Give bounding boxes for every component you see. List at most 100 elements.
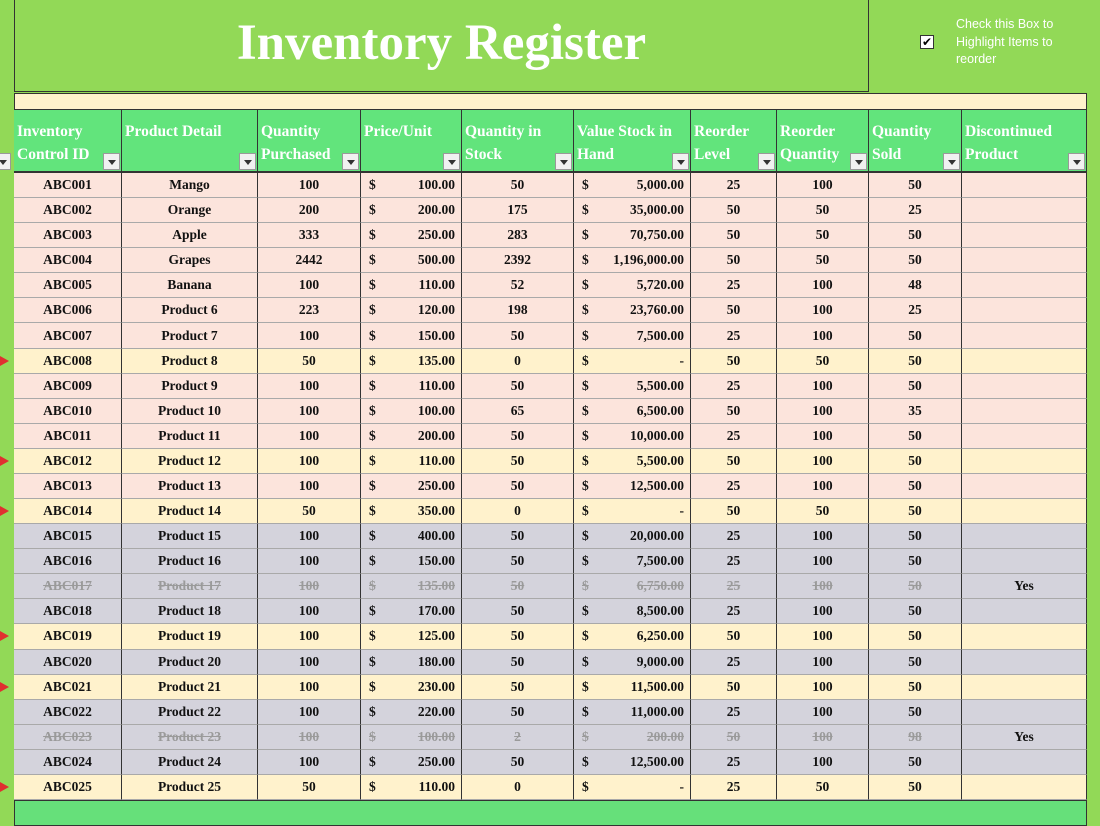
currency-symbol: $ [582,653,589,669]
reorder-marker [0,781,9,792]
amount: 5,500.00 [636,452,684,468]
table-cell: 2442 [258,248,361,274]
table-cell: Product 12 [122,448,258,474]
table-cell: 50 [462,549,574,575]
currency-symbol: $ [582,352,589,368]
filter-button[interactable] [758,153,775,170]
table-cell: 175 [462,198,574,224]
table-cell: ABC004 [14,248,122,274]
table-cell: ABC018 [14,599,122,625]
table-cell: $125.00 [361,624,462,650]
currency-symbol: $ [369,477,376,493]
filter-button[interactable] [555,153,572,170]
table-cell: 100 [777,298,869,324]
table-cell: 50 [691,248,777,274]
currency-symbol: $ [582,477,589,493]
amount: 170.00 [417,603,455,619]
currency-symbol: $ [369,753,376,769]
filter-button[interactable] [239,153,256,170]
table-cell: Yes [962,724,1087,750]
table-cell: $135.00 [361,574,462,600]
currency-symbol: $ [369,377,376,393]
table-cell: 283 [462,223,574,249]
table-cell: 100 [258,649,361,675]
table-cell: 50 [777,499,869,525]
table-cell: 100 [258,599,361,625]
table-cell: $100.00 [361,173,462,199]
amount: 180.00 [417,653,455,669]
table-cell: 200 [258,198,361,224]
table-cell: 25 [691,273,777,299]
table-cell: Mango [122,173,258,199]
table-cell: ABC016 [14,549,122,575]
table-cell: 50 [869,574,962,600]
filter-button[interactable] [0,153,11,170]
table-cell: ABC006 [14,298,122,324]
table-cell: 50 [869,448,962,474]
table-cell: $6,500.00 [574,398,691,424]
table-cell: $180.00 [361,649,462,675]
filter-button[interactable] [342,153,359,170]
amount: 110.00 [418,452,455,468]
table-cell: $110.00 [361,448,462,474]
table-cell: Product 11 [122,423,258,449]
amount: 6,500.00 [636,402,684,418]
table-cell: 100 [258,323,361,349]
table-cell: ABC009 [14,373,122,399]
amount: 120.00 [417,302,455,318]
table-cell: 0 [462,348,574,374]
amount: 5,500.00 [636,377,684,393]
table-cell: 25 [691,699,777,725]
checkbox[interactable]: ✔ [920,35,934,49]
amount: 135.00 [417,352,455,368]
currency-symbol: $ [582,703,589,719]
table-cell: 198 [462,298,574,324]
table-cell: 50 [258,348,361,374]
table-cell [962,198,1087,224]
table-cell: Product 25 [122,774,258,800]
title: Inventory Register [236,15,647,71]
table-cell: 100 [258,273,361,299]
currency-symbol: $ [369,653,376,669]
amount: - [679,503,685,519]
table-cell: Product 23 [122,724,258,750]
currency-symbol: $ [369,202,376,218]
table-cell: 100 [258,724,361,750]
filter-button[interactable] [103,153,120,170]
table-cell: $5,500.00 [574,373,691,399]
table-cell: 50 [462,524,574,550]
table-cell: 333 [258,223,361,249]
table-cell: 50 [462,574,574,600]
table-cell: $230.00 [361,674,462,700]
filter-button[interactable] [672,153,689,170]
amount: 12,500.00 [630,753,684,769]
amount: 10,000.00 [630,427,684,443]
table-cell: $11,000.00 [574,699,691,725]
table-cell: 100 [258,173,361,199]
currency-symbol: $ [369,503,376,519]
currency-symbol: $ [582,452,589,468]
amount: 250.00 [417,227,455,243]
amount: 200.00 [417,202,455,218]
table-cell [962,499,1087,525]
filter-button[interactable] [1068,153,1085,170]
table-cell: Product 15 [122,524,258,550]
filter-button[interactable] [850,153,867,170]
amount: 350.00 [417,503,455,519]
table-cell: 100 [777,398,869,424]
table-cell: 100 [258,549,361,575]
amount: 250.00 [417,477,455,493]
filter-button[interactable] [943,153,960,170]
table-cell: 98 [869,724,962,750]
table-cell: ABC010 [14,398,122,424]
filter-button[interactable] [443,153,460,170]
column-header: Product Detail [122,110,258,173]
table-cell: $110.00 [361,774,462,800]
table-cell: $7,500.00 [574,549,691,575]
amount: 110.00 [418,778,455,794]
table-cell: $6,250.00 [574,624,691,650]
table-cell: 25 [869,198,962,224]
currency-symbol: $ [369,402,376,418]
table-cell: ABC002 [14,198,122,224]
table-cell: ABC023 [14,724,122,750]
